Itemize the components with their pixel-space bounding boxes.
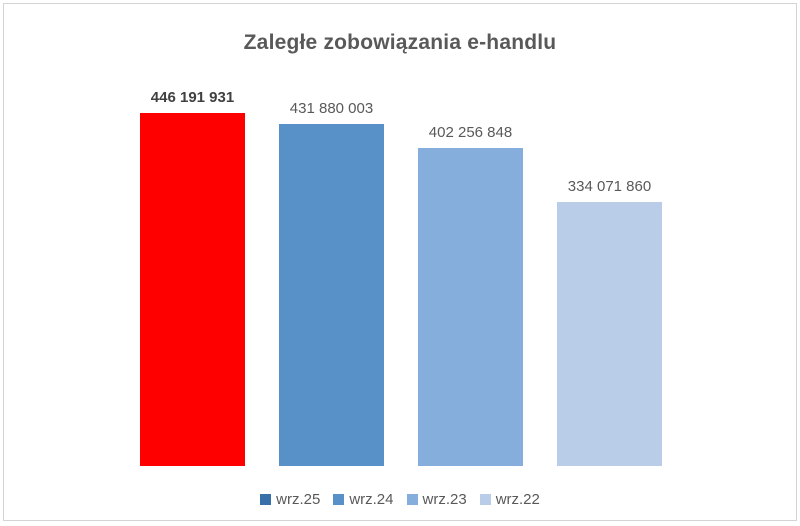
legend-swatch-icon — [479, 494, 491, 505]
bar-wrz.25[interactable] — [140, 113, 245, 466]
chart-title: Zaległe zobowiązania e-handlu — [243, 31, 557, 54]
legend-swatch-icon — [406, 494, 418, 505]
legend-label: wrz.24 — [349, 491, 394, 508]
bar-value-label-wrz.24: 431 880 003 — [289, 100, 374, 117]
legend-swatch-icon — [333, 494, 345, 505]
bar-wrz.24[interactable] — [279, 124, 384, 466]
bar-value-label-wrz.23: 402 256 848 — [428, 124, 513, 141]
legend-label: wrz.25 — [276, 491, 321, 508]
chart-border: Zaległe zobowiązania e-handlu 446 191 93… — [3, 3, 797, 521]
legend-item-wrz.22[interactable]: wrz.22 — [479, 491, 540, 508]
legend-label: wrz.22 — [495, 491, 540, 508]
bar-value-label-wrz.25: 446 191 931 — [150, 89, 235, 106]
bar-wrz.23[interactable] — [418, 148, 523, 466]
bar-value-label-wrz.22: 334 071 860 — [567, 178, 652, 195]
plot-area: 446 191 931 431 880 003 402 256 848 334 071… — [4, 4, 796, 520]
legend-swatch-icon — [260, 494, 272, 505]
legend-label: wrz.23 — [422, 491, 467, 508]
legend-item-wrz.25[interactable]: wrz.25 — [260, 491, 320, 508]
legend-item-wrz.24[interactable]: wrz.24 — [333, 491, 394, 508]
legend-item-wrz.23[interactable]: wrz.23 — [406, 491, 467, 508]
chart-legend: wrz.25 wrz.24 wrz.23 wrz.22 — [4, 491, 796, 508]
bar-wrz.22[interactable] — [557, 202, 662, 466]
